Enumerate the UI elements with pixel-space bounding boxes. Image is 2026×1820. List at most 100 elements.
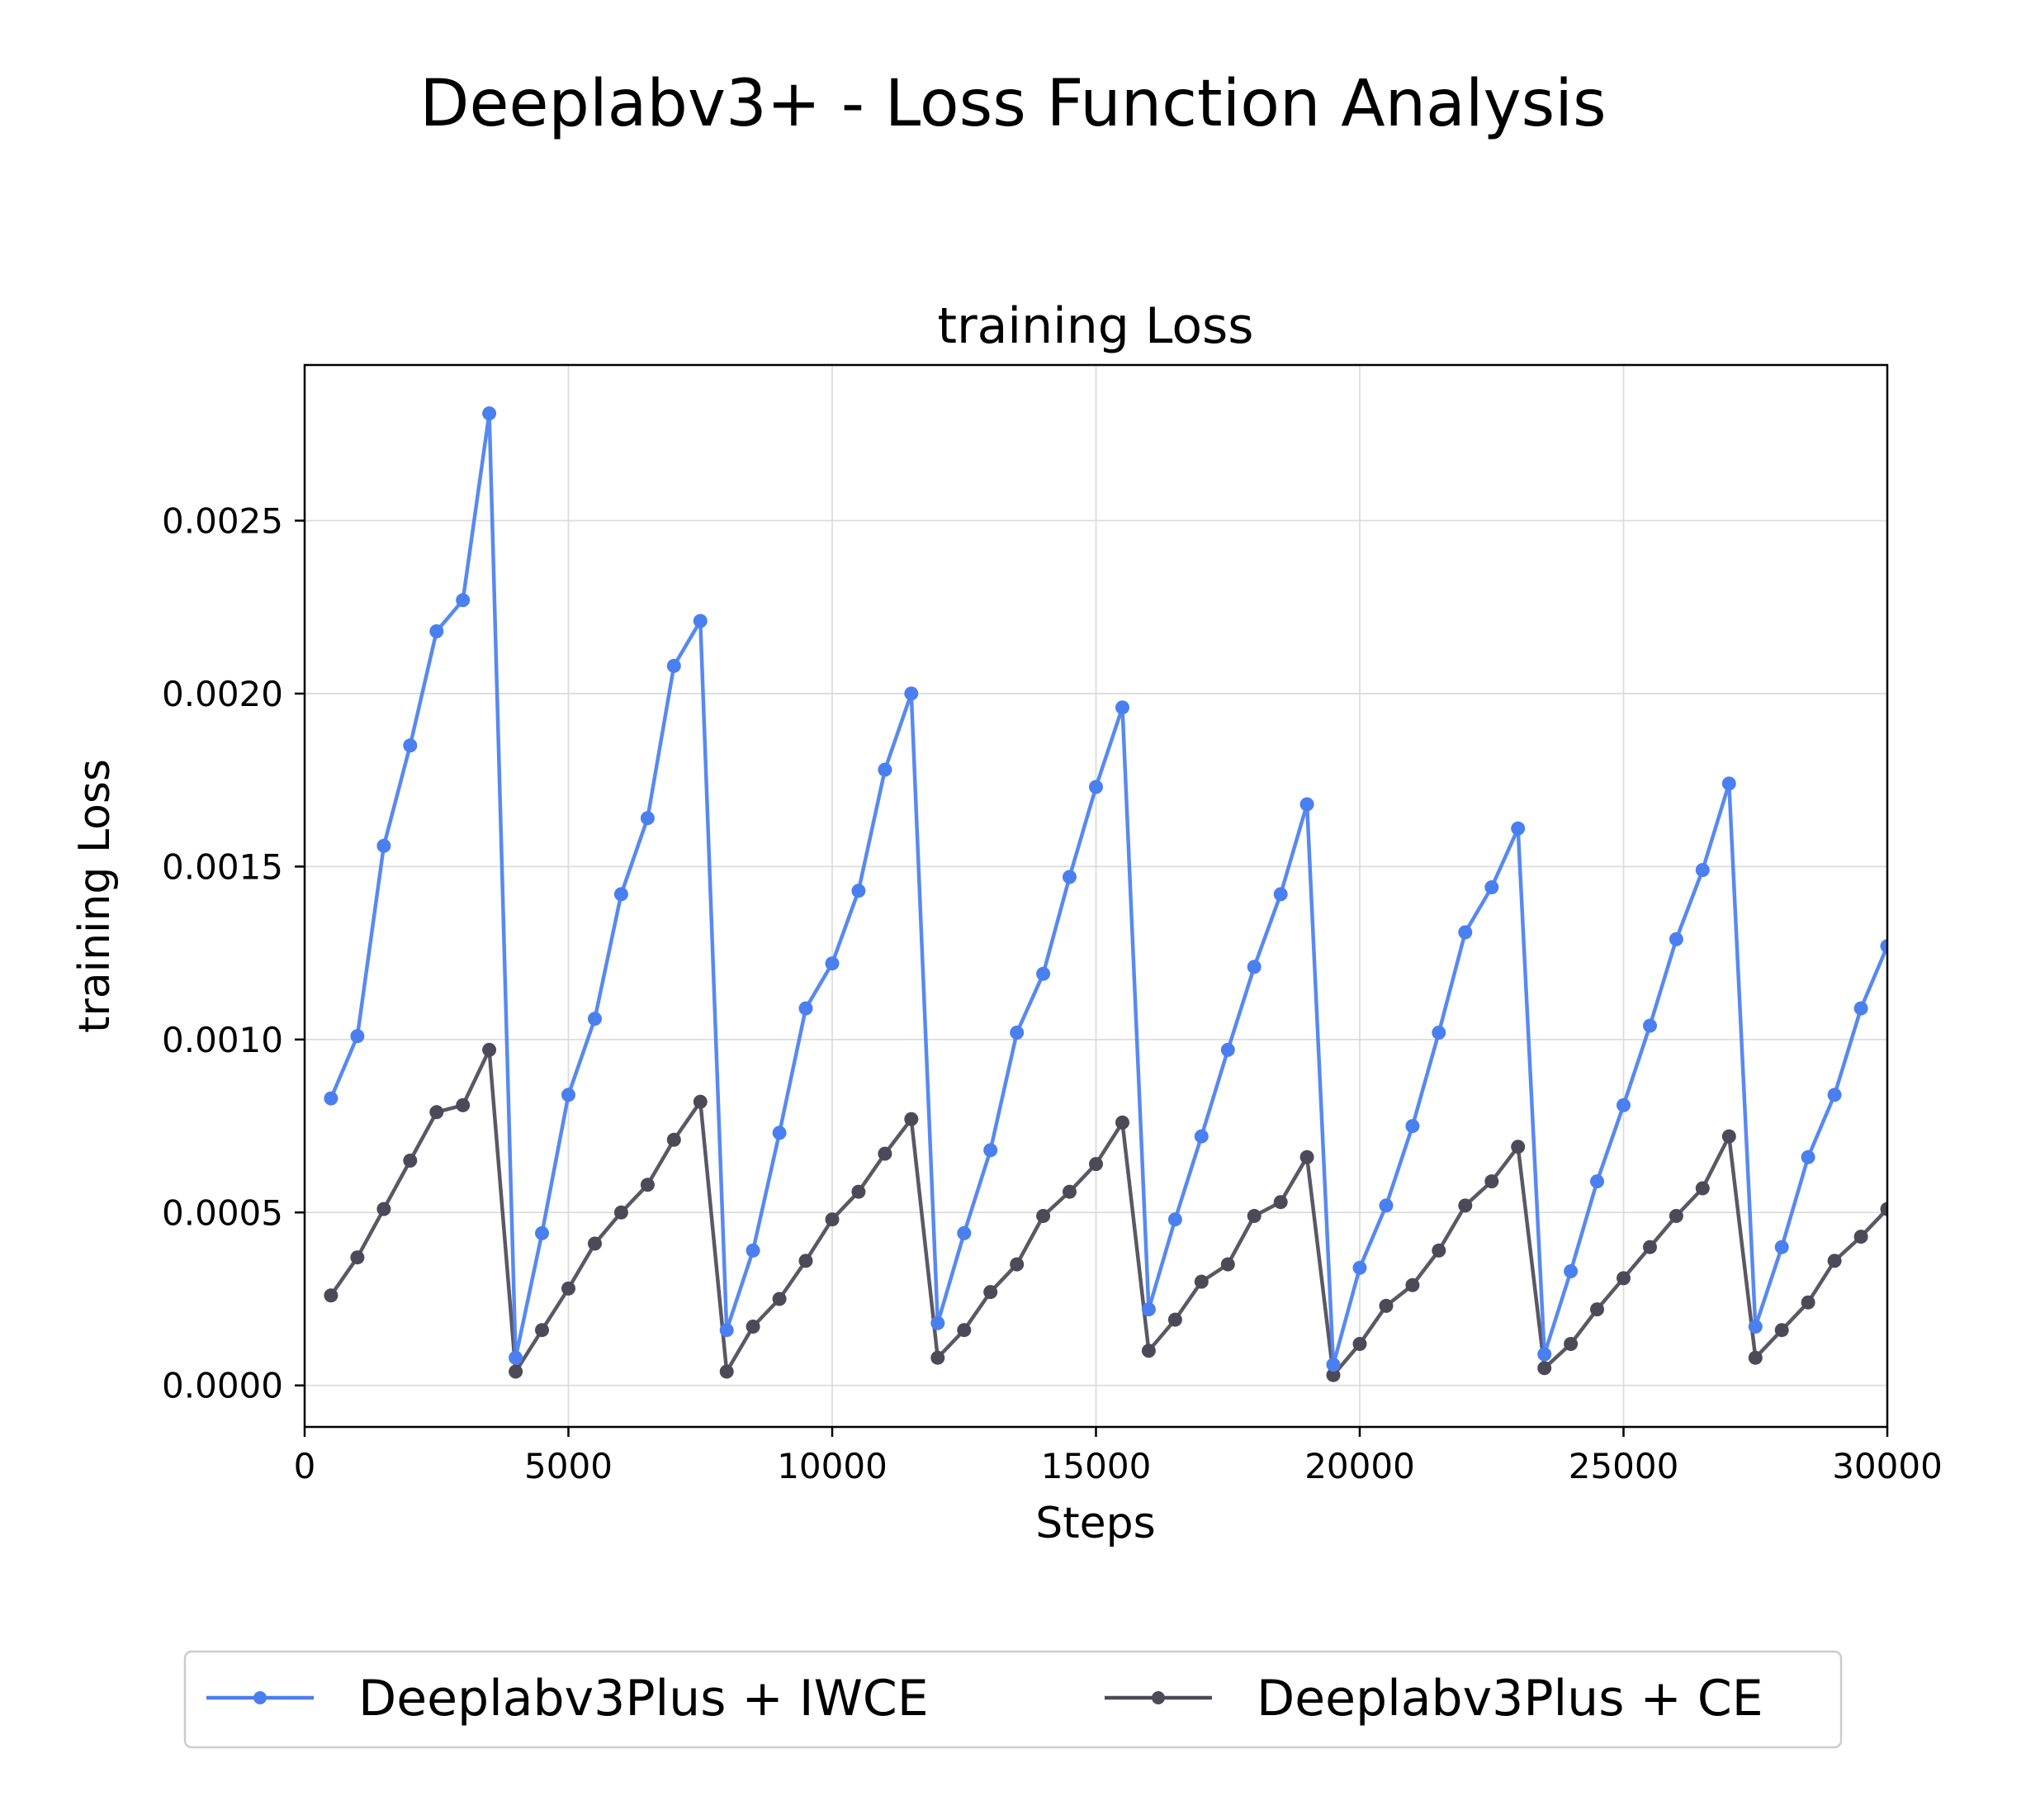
data-point — [1721, 1129, 1736, 1144]
legend-label-iwce: Deeplabv3Plus + IWCE — [358, 1670, 929, 1728]
data-point — [825, 956, 840, 971]
data-point — [693, 1094, 708, 1109]
data-point — [1721, 776, 1736, 791]
data-point — [429, 1105, 444, 1120]
data-point — [878, 762, 892, 777]
data-point — [1141, 1302, 1156, 1317]
data-point — [693, 614, 708, 628]
data-point — [1617, 1271, 1631, 1286]
data-point — [1827, 1088, 1842, 1102]
figure-title: Deeplabv3+ - Loss Function Analysis — [419, 67, 1606, 141]
data-point — [851, 884, 866, 898]
data-point — [1484, 1174, 1499, 1189]
data-point — [1379, 1198, 1394, 1213]
legend: Deeplabv3Plus + IWCE Deeplabv3Plus + CE — [183, 1650, 1843, 1749]
data-point — [957, 1323, 972, 1338]
data-point — [403, 1154, 418, 1168]
x-tick-label: 10000 — [777, 1446, 888, 1486]
data-point — [983, 1285, 998, 1300]
data-point — [535, 1225, 549, 1240]
data-point — [640, 1178, 655, 1192]
data-point — [1089, 1157, 1103, 1172]
data-point — [930, 1350, 945, 1365]
y-tick-label: 0.0020 — [162, 674, 283, 714]
data-point — [798, 1254, 813, 1268]
data-point — [1643, 1239, 1657, 1254]
data-point — [719, 1323, 734, 1338]
data-point — [561, 1088, 575, 1102]
data-point — [324, 1091, 338, 1106]
data-point — [1326, 1367, 1341, 1382]
data-point — [851, 1184, 866, 1199]
data-point — [1063, 1184, 1077, 1199]
data-point — [1774, 1239, 1789, 1254]
data-point — [1220, 1042, 1235, 1057]
y-tick-label: 0.0015 — [162, 846, 283, 887]
grid-lines — [304, 365, 1888, 1427]
data-point — [904, 1111, 919, 1126]
data-point — [1511, 1140, 1526, 1154]
data-point — [904, 686, 919, 701]
legend-marker-iwce — [253, 1691, 267, 1704]
data-point — [1194, 1129, 1209, 1144]
x-tick-label: 20000 — [1304, 1446, 1415, 1486]
data-point — [429, 624, 444, 638]
x-tick-label: 30000 — [1832, 1446, 1943, 1486]
data-point — [456, 593, 471, 608]
data-point — [772, 1292, 787, 1306]
data-point — [1299, 797, 1314, 812]
data-point — [535, 1323, 549, 1338]
data-point — [1010, 1026, 1025, 1040]
data-point — [1564, 1264, 1579, 1278]
data-point — [719, 1364, 734, 1379]
data-point — [613, 887, 628, 902]
data-point — [1880, 939, 1887, 954]
legend-marker-ce — [1152, 1691, 1165, 1704]
series-iwce — [324, 406, 1887, 1372]
data-point — [456, 1097, 471, 1112]
x-tick-label: 25000 — [1569, 1446, 1679, 1486]
data-point — [1036, 966, 1051, 981]
data-point — [1167, 1312, 1182, 1327]
data-point — [1590, 1174, 1604, 1189]
data-point — [509, 1364, 523, 1379]
y-tick-label: 0.0005 — [162, 1192, 283, 1233]
data-point — [746, 1320, 760, 1334]
data-point — [1695, 863, 1710, 878]
data-point — [1458, 925, 1473, 940]
data-point — [1273, 1195, 1288, 1210]
data-point — [1299, 1149, 1314, 1164]
data-point — [509, 1350, 523, 1365]
data-point — [1167, 1212, 1182, 1227]
data-point — [1801, 1295, 1815, 1310]
data-point — [1405, 1119, 1420, 1134]
data-point — [825, 1212, 840, 1227]
x-axis-label: Steps — [1035, 1499, 1156, 1548]
data-point — [1537, 1347, 1552, 1362]
data-point — [1036, 1209, 1051, 1223]
data-point — [376, 1201, 391, 1216]
data-point — [1432, 1026, 1446, 1040]
data-point — [1352, 1337, 1367, 1351]
y-tick-label: 0.0025 — [162, 501, 283, 542]
data-point — [878, 1146, 892, 1161]
data-point — [1247, 960, 1262, 974]
data-point — [1669, 931, 1683, 946]
data-point — [1352, 1260, 1367, 1275]
data-point — [957, 1225, 972, 1240]
series-line — [329, 411, 1887, 1367]
data-point — [1880, 1201, 1887, 1216]
data-point — [1194, 1274, 1209, 1289]
data-point — [772, 1126, 787, 1140]
y-axis-label: training Loss — [70, 759, 120, 1033]
plot-area — [324, 406, 1887, 1382]
data-point — [1511, 821, 1526, 836]
data-point — [561, 1281, 575, 1296]
legend-box — [183, 1650, 1843, 1749]
data-point — [482, 1042, 497, 1057]
data-point — [1405, 1277, 1420, 1292]
data-point — [1115, 700, 1129, 715]
data-point — [482, 406, 497, 421]
x-tick-label: 0 — [294, 1446, 316, 1486]
data-point — [1247, 1209, 1262, 1223]
